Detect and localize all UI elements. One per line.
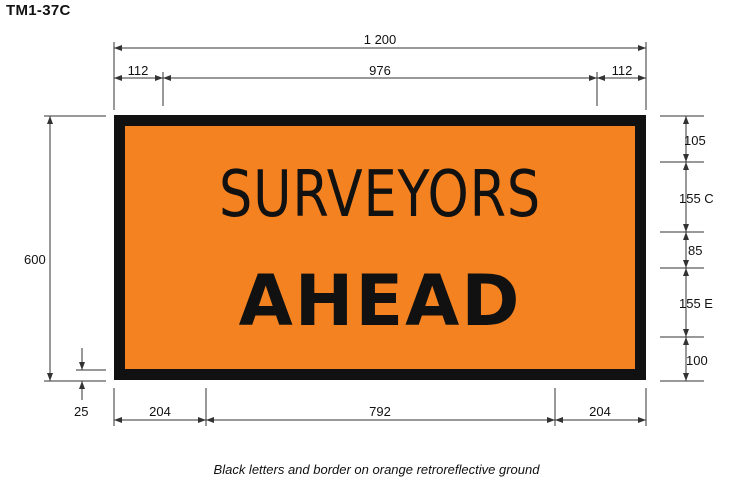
sign-face: SURVEYORS AHEAD <box>125 126 635 369</box>
sign-code-title: TM1-37C <box>6 2 71 19</box>
dim-right-top-margin: 105 <box>684 133 706 148</box>
dim-right-bottom-margin: 100 <box>686 353 708 368</box>
dim-overall-width: 1 200 <box>363 32 397 47</box>
dim-top-left-margin: 112 <box>127 63 149 78</box>
dim-height: 600 <box>24 252 46 267</box>
sign-border: SURVEYORS AHEAD <box>114 115 646 380</box>
dim-right-line1-height: 155 C <box>679 191 714 206</box>
dim-bottom-center: 792 <box>369 404 391 419</box>
dim-right-line2-height: 155 E <box>679 296 713 311</box>
dim-border: 25 <box>74 404 89 419</box>
dim-top-center: 976 <box>369 63 391 78</box>
sign-legend-line-1: SURVEYORS <box>218 158 542 232</box>
dim-bottom-left: 204 <box>149 404 171 419</box>
dim-bottom-right: 204 <box>589 404 611 419</box>
dim-right-line-gap: 85 <box>688 243 703 258</box>
dim-top-right-margin: 112 <box>611 63 633 78</box>
sign-legend-line-2: AHEAD <box>238 260 522 342</box>
caption: Black letters and border on orange retro… <box>213 462 540 477</box>
